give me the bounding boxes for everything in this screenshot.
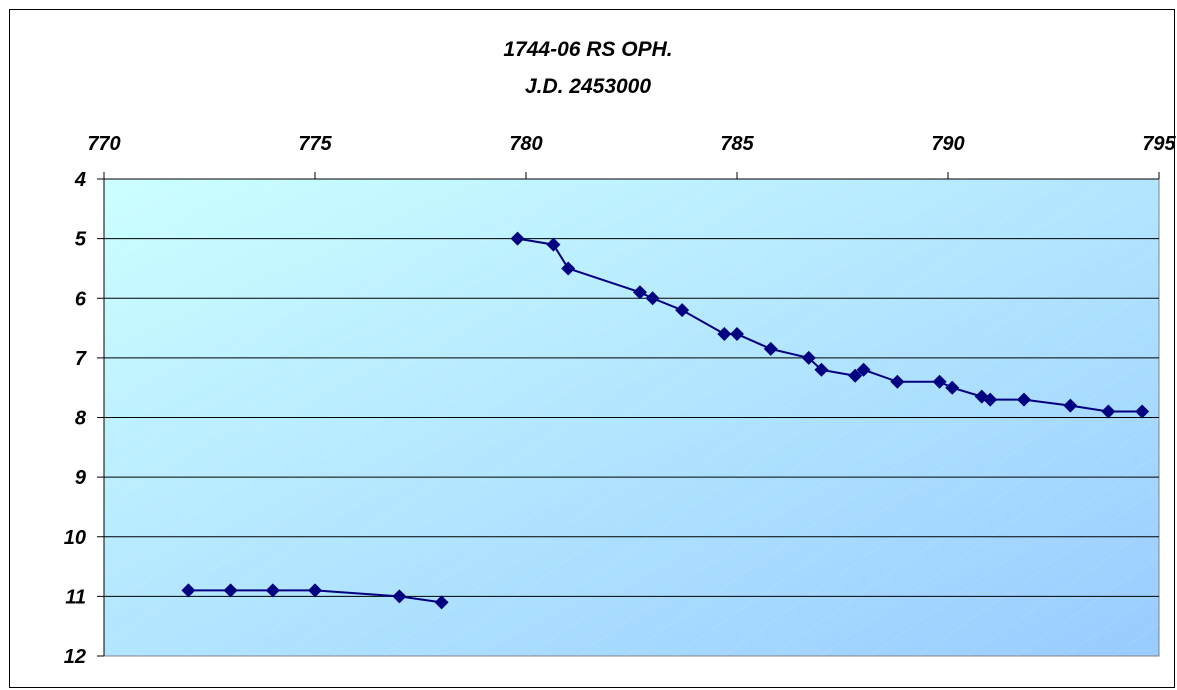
chart-title: 1744-06 RS OPH.: [503, 38, 672, 61]
series-1-point-2: [223, 583, 238, 598]
y-axis-tick-labels: 4 5 6 7 8 9 10 11 12: [64, 169, 87, 668]
axes: [97, 172, 1160, 657]
y-tick-label-10: 10: [64, 527, 86, 549]
chart-subtitle: J.D. 2453000: [525, 75, 651, 98]
y-tick-label-9: 9: [75, 467, 87, 489]
x-tick-label-770: 770: [87, 133, 120, 155]
y-tick-label-5: 5: [75, 229, 87, 251]
x-tick-label-790: 790: [931, 133, 964, 155]
series-1-line: [188, 589, 442, 604]
series-2-point-7: [717, 327, 732, 342]
series-2-point-2: [546, 237, 561, 252]
series-2-point-10: [801, 350, 816, 365]
series-2-point-22: [1135, 404, 1150, 419]
series-2-point-11: [814, 362, 829, 377]
y-tick-label-4: 4: [74, 169, 86, 191]
series-1-point-6: [434, 595, 449, 610]
x-tick-label-795: 795: [1142, 133, 1176, 155]
series-2-point-9: [763, 341, 778, 356]
series-2-point-12: [848, 368, 863, 383]
series-1-point-5: [392, 589, 407, 604]
series-1-point-1: [181, 583, 196, 598]
series-2-point-3: [561, 261, 576, 276]
y-tick-label-8: 8: [75, 408, 87, 430]
x-tick-label-780: 780: [509, 133, 542, 155]
series-2-point-15: [932, 374, 947, 389]
series-2-point-4: [632, 285, 647, 300]
series-2-point-14: [890, 374, 905, 389]
y-tick-label-7: 7: [75, 348, 87, 370]
series-2-point-8: [730, 327, 744, 342]
series-2-point-19: [1016, 392, 1031, 407]
grid-lines: [104, 238, 1159, 597]
x-tick-label-785: 785: [720, 133, 754, 155]
series-2-point-18: [983, 392, 998, 407]
series-2-point-16: [945, 380, 960, 395]
series-2-point-6: [675, 303, 690, 318]
series-2-point-1: [510, 231, 525, 246]
y-tick-label-6: 6: [75, 288, 87, 310]
x-tick-label-775: 775: [298, 133, 332, 155]
series-2-point-20: [1063, 398, 1078, 413]
y-tick-label-11: 11: [65, 586, 86, 608]
series-2-line: [517, 237, 1143, 413]
y-tick-label-12: 12: [64, 646, 86, 668]
series-1-point-4: [308, 583, 322, 598]
series-2-point-21: [1101, 404, 1116, 419]
series-1-point-3: [265, 583, 280, 598]
series-layer: [181, 231, 1150, 610]
series-2-point-5: [645, 291, 660, 306]
x-axis-tick-labels: 770 775 780 785 790 795: [87, 133, 1176, 155]
series-2-point-13: [856, 362, 871, 377]
